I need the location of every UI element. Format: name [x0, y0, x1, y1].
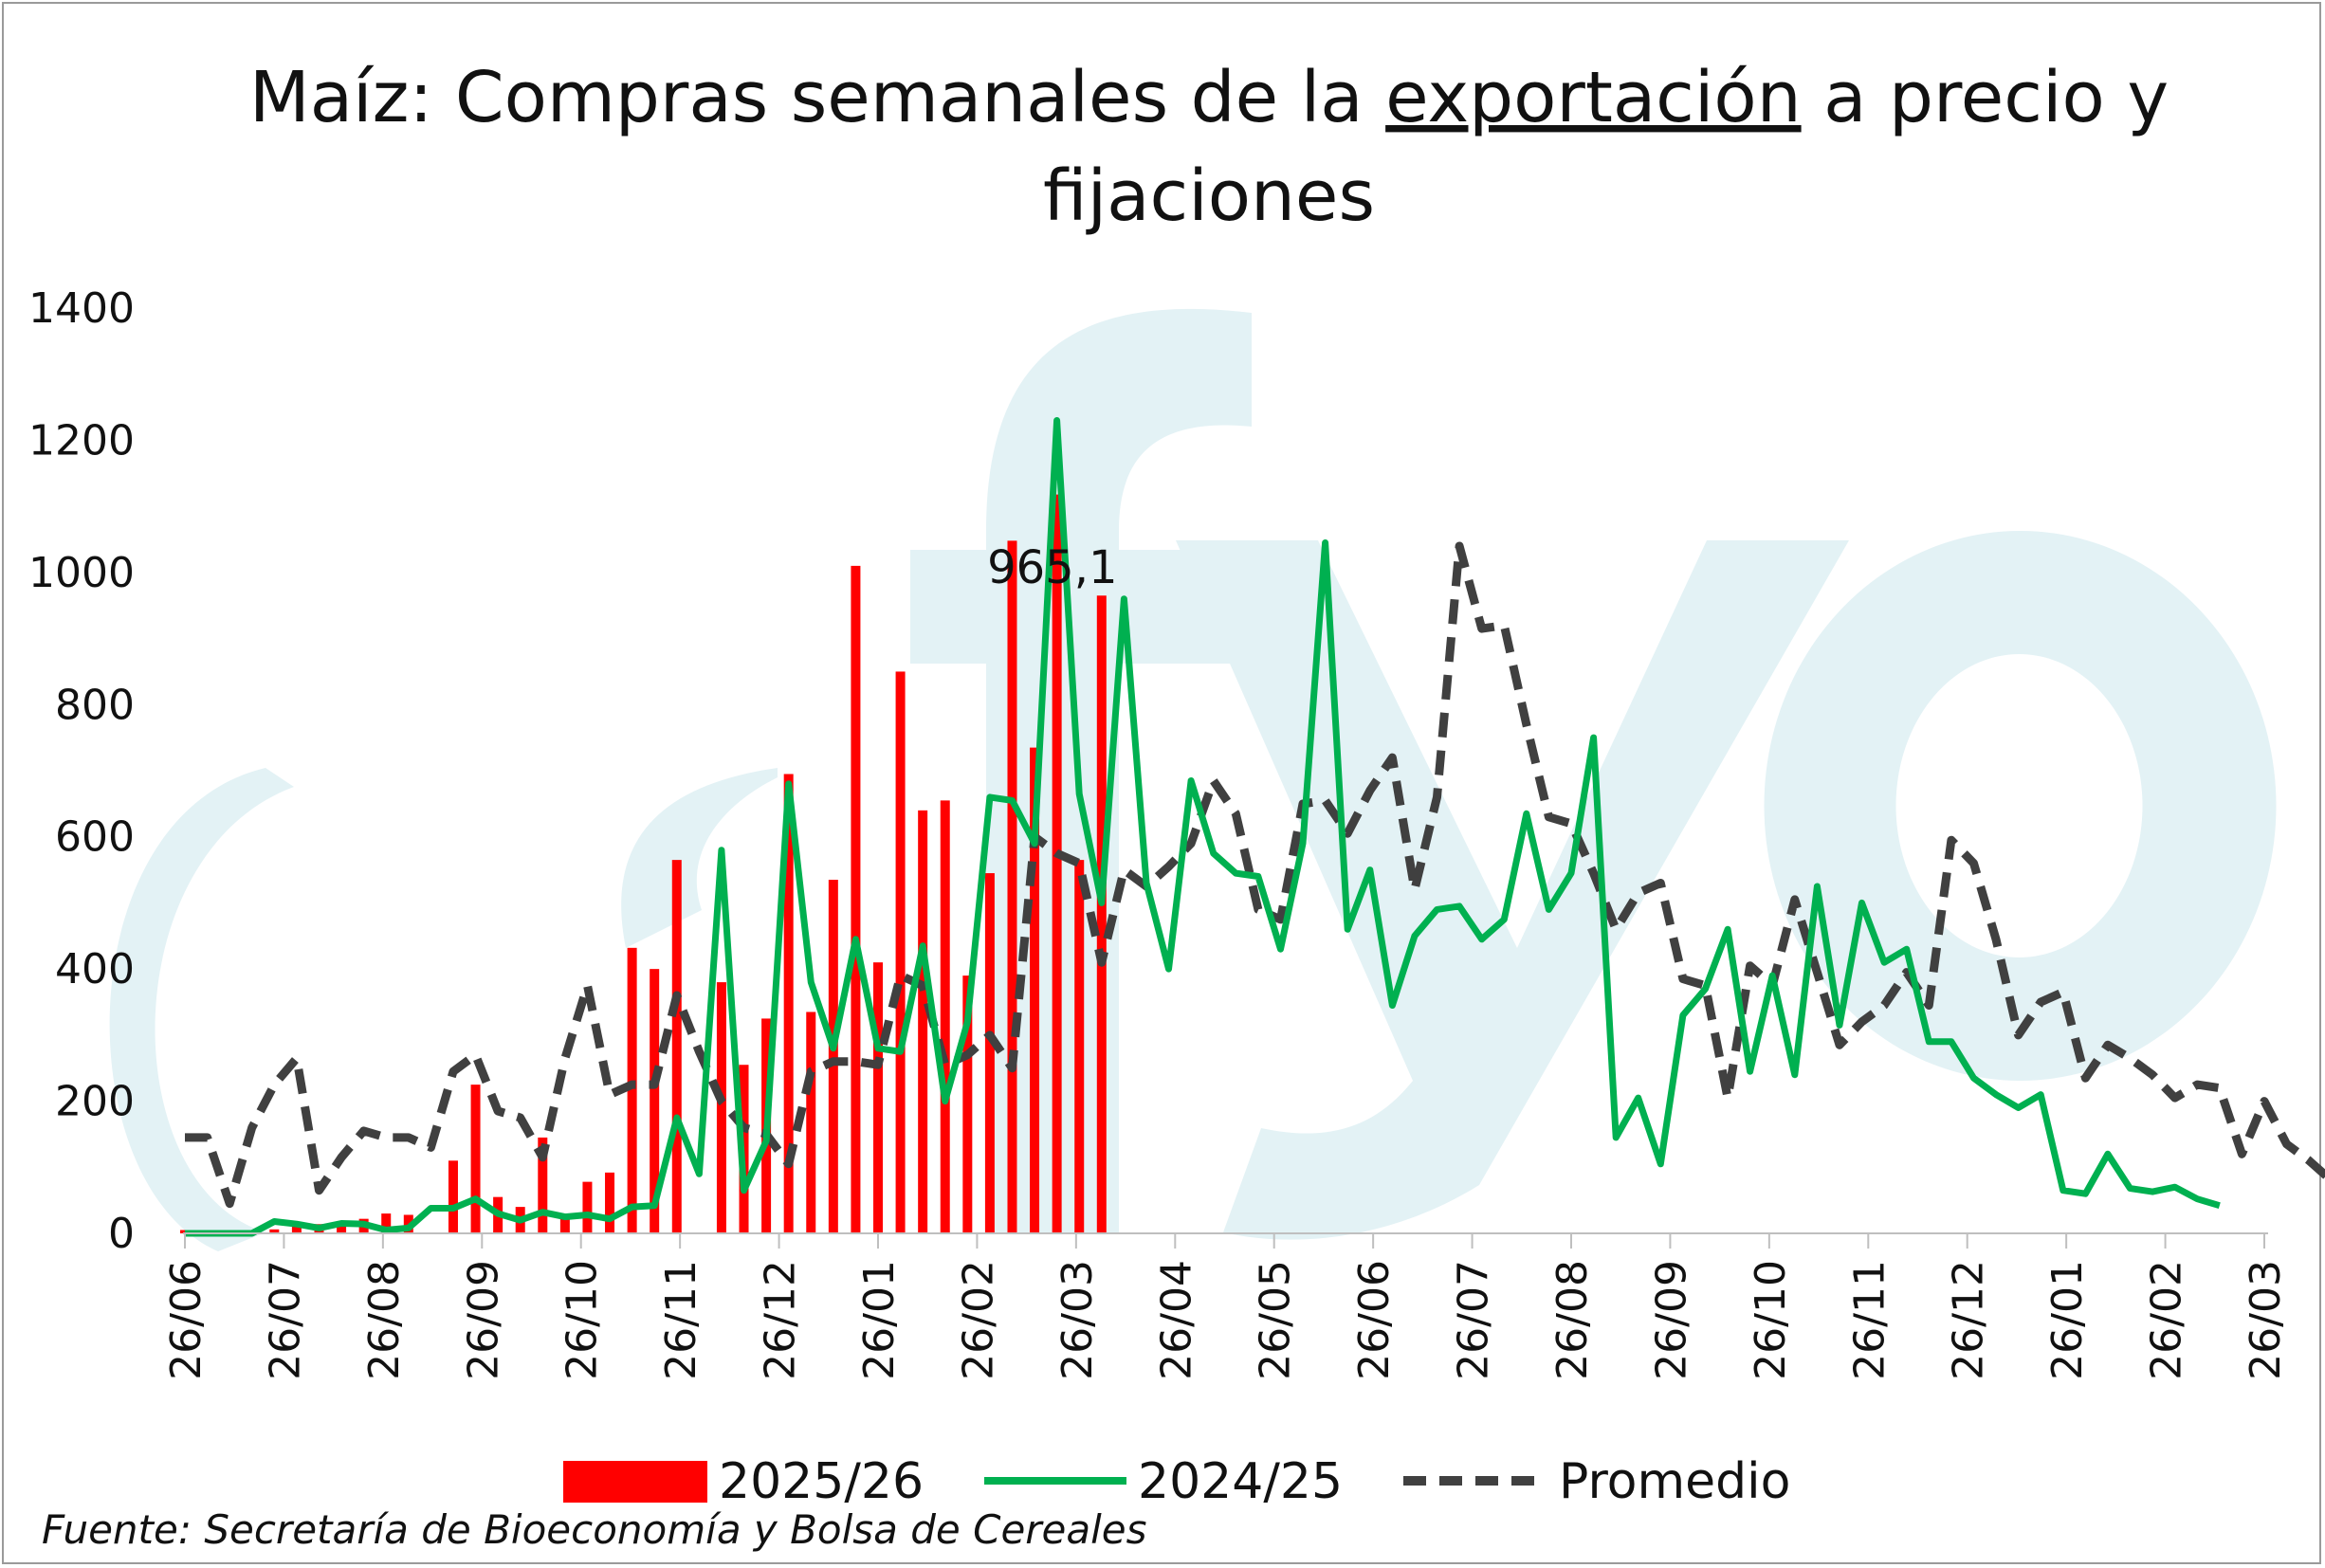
x-tick-label: 26/06 — [1350, 1260, 1399, 1380]
y-axis: 0 200 400 600 800 1000 1200 1400 — [28, 284, 135, 1258]
bar — [1030, 747, 1040, 1233]
x-tick-label: 26/02 — [2143, 1260, 2191, 1380]
series-line-promedio — [185, 541, 2325, 1209]
bar — [873, 962, 883, 1233]
x-tick-label: 26/12 — [757, 1260, 805, 1380]
y-tick-label: 600 — [55, 813, 135, 862]
watermark-c2 — [621, 768, 778, 948]
x-tick-label: 26/09 — [1647, 1260, 1695, 1380]
y-tick-label: 200 — [55, 1078, 135, 1126]
bar — [716, 982, 726, 1233]
bar — [605, 1172, 615, 1233]
bar — [559, 1218, 570, 1233]
x-tick-label: 26/03 — [2242, 1260, 2290, 1380]
x-tick-label: 26/07 — [261, 1260, 309, 1380]
legend-swatch-2025-26 — [563, 1461, 707, 1503]
chart-title-underlined: exportación — [1385, 57, 1801, 138]
bar — [582, 1181, 593, 1233]
bar — [940, 800, 950, 1233]
bar — [783, 774, 794, 1233]
bar — [895, 671, 906, 1233]
x-tick-label: 26/08 — [360, 1260, 409, 1380]
bar — [337, 1222, 347, 1233]
x-tick-label: 26/04 — [1152, 1260, 1200, 1380]
bar — [806, 1012, 816, 1233]
chart-title-post: a precio y — [1802, 57, 2169, 138]
bar — [1007, 540, 1017, 1233]
x-tick-label: 26/05 — [1252, 1260, 1300, 1380]
bar — [1096, 595, 1107, 1233]
bar — [851, 565, 861, 1233]
bar — [470, 1085, 481, 1233]
series-line-2024-25 — [185, 417, 2221, 1237]
x-tick-label: 26/12 — [1945, 1260, 1993, 1380]
y-tick-label: 800 — [55, 681, 135, 729]
x-tick-label: 26/03 — [1053, 1260, 1102, 1380]
y-tick-label: 1000 — [28, 549, 135, 597]
x-tick-label: 26/09 — [459, 1260, 507, 1380]
bar — [671, 860, 682, 1233]
x-tick-label: 26/01 — [855, 1260, 904, 1380]
bar — [448, 1160, 458, 1233]
legend-label-promedio: Promedio — [1559, 1453, 1790, 1510]
x-tick-label: 26/08 — [1548, 1260, 1597, 1380]
source-note: Fuente: Secretaría de Bioeconomía y Bols… — [42, 1506, 1147, 1553]
x-tick-label: 26/07 — [1450, 1260, 1498, 1380]
data-labels: 965,1 — [987, 541, 1117, 594]
legend-label-2024-25: 2024/25 — [1138, 1453, 1343, 1510]
bar — [269, 1229, 280, 1233]
watermark-o — [1764, 531, 2277, 1081]
bar — [984, 873, 995, 1233]
chart-title-line1: Maíz: Compras semanales de la exportació… — [249, 57, 2169, 138]
bar — [1052, 494, 1062, 1233]
y-tick-label: 1400 — [28, 284, 135, 333]
bar — [627, 947, 637, 1233]
watermark-c — [109, 768, 294, 1251]
y-tick-label: 1200 — [28, 416, 135, 465]
x-tick-label: 26/11 — [657, 1260, 705, 1380]
x-tick-label: 26/06 — [162, 1260, 211, 1380]
bar — [381, 1213, 392, 1233]
chart-title-line2: fijaciones — [1043, 155, 1375, 237]
x-tick-label: 26/02 — [954, 1260, 1002, 1380]
x-tick-label: 26/10 — [558, 1260, 607, 1380]
x-axis: 26/06 26/07 26/08 26/09 26/10 26/11 26/12 26/01… — [162, 1232, 2290, 1380]
series-lines — [185, 417, 2325, 1237]
watermark-y — [1176, 540, 1849, 1240]
chart-title-pre: Maíz: Compras semanales de la — [249, 57, 1385, 138]
bar — [538, 1137, 548, 1233]
bar — [1074, 860, 1085, 1233]
bar — [650, 969, 660, 1233]
legend-label-2025-26: 2025/26 — [719, 1453, 924, 1510]
x-tick-label: 26/10 — [1747, 1260, 1795, 1380]
bar — [918, 810, 928, 1233]
bar — [828, 880, 838, 1233]
x-tick-label: 26/01 — [2043, 1260, 2092, 1380]
bar — [291, 1225, 302, 1233]
x-tick-label: 26/11 — [1845, 1260, 1894, 1380]
y-tick-label: 0 — [108, 1210, 135, 1258]
y-tick-label: 400 — [55, 945, 135, 994]
legend: 2025/26 2024/25 Promedio — [563, 1453, 1790, 1510]
bar — [962, 975, 973, 1233]
data-label-965: 965,1 — [987, 541, 1117, 594]
